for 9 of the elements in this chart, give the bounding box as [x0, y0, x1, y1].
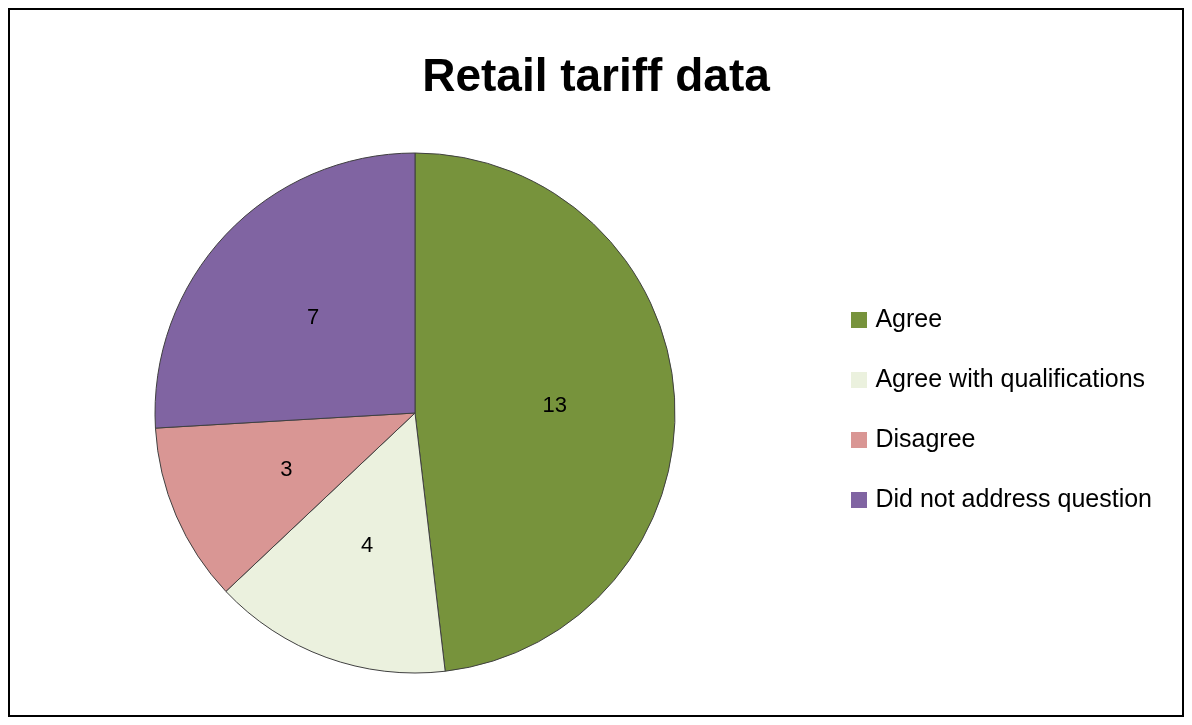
legend-label: Agree with qualifications	[875, 364, 1146, 392]
data-label: 13	[542, 392, 568, 418]
data-label: 4	[360, 532, 374, 558]
chart-title: Retail tariff data	[421, 48, 771, 103]
data-label: 7	[307, 304, 320, 330]
data-label: 3	[280, 455, 293, 481]
legend-label: Did not address question	[875, 484, 1152, 512]
legend-label: Disagree	[875, 424, 976, 452]
legend-label: Agree	[875, 304, 943, 332]
